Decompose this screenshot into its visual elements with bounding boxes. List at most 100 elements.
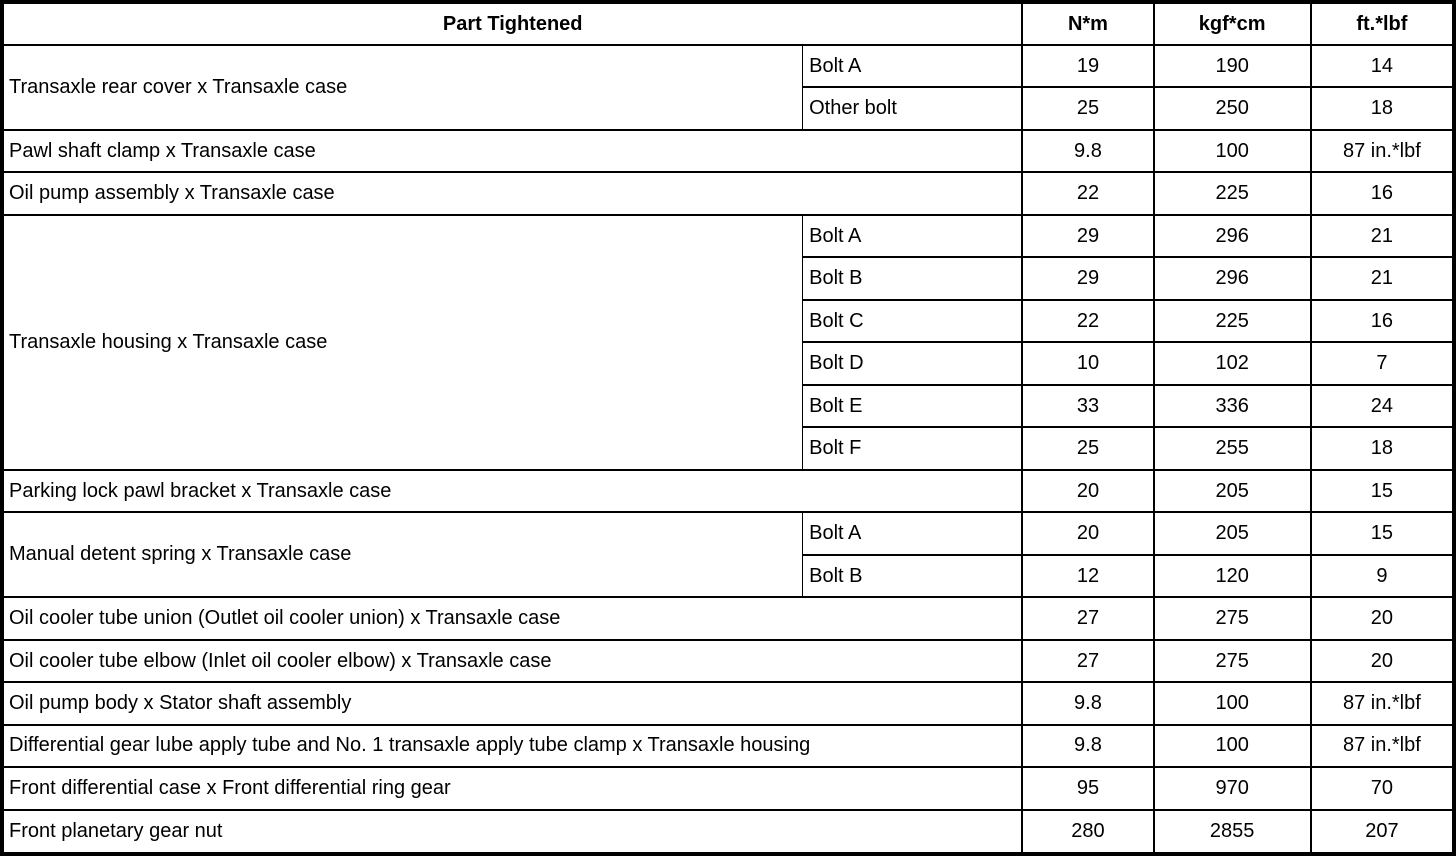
table-row: Bolt F 25 255 18 <box>2 426 1456 471</box>
torque-kgfcm-cell: 100 <box>1152 723 1312 769</box>
torque-nm-cell: 12 <box>1021 553 1155 599</box>
torque-ftlbf-cell: 15 <box>1309 468 1456 514</box>
torque-ftlbf-cell: 18 <box>1309 86 1456 131</box>
torque-kgfcm-cell: 102 <box>1152 341 1312 386</box>
sub-part-cell: Bolt C <box>802 298 1024 344</box>
torque-nm-cell: 9.8 <box>1021 128 1155 174</box>
torque-nm-cell: 280 <box>1021 808 1155 856</box>
table-row: Oil cooler tube union (Outlet oil cooler… <box>0 596 1456 641</box>
torque-ftlbf-cell: 24 <box>1309 383 1456 429</box>
torque-ftlbf-cell: 70 <box>1309 766 1456 811</box>
torque-kgfcm-cell: 250 <box>1152 86 1312 131</box>
part-cell: Front planetary gear nut <box>0 808 1024 856</box>
torque-nm-cell: 25 <box>1021 426 1155 471</box>
column-header-kgfcm: kgf*cm <box>1152 1 1312 46</box>
part-cell: Oil cooler tube elbow (Inlet oil cooler … <box>0 638 1024 684</box>
part-cell: Differential gear lube apply tube and No… <box>0 723 1024 769</box>
torque-nm-cell: 20 <box>1021 468 1155 514</box>
torque-kgfcm-cell: 2855 <box>1152 808 1312 856</box>
torque-nm-cell: 95 <box>1021 766 1155 811</box>
torque-nm-cell: 27 <box>1021 638 1155 684</box>
torque-ftlbf-cell: 16 <box>1309 171 1456 216</box>
table-row: Manual detent spring x Transaxle case Bo… <box>1 511 1456 599</box>
torque-ftlbf-cell: 87 in.*lbf <box>1309 128 1456 174</box>
torque-ftlbf-cell: 21 <box>1309 256 1456 301</box>
sub-part-cell: Bolt A <box>802 511 1024 556</box>
table-row: Oil pump body x Stator shaft assembly 9.… <box>0 681 1456 726</box>
torque-kgfcm-cell: 205 <box>1152 468 1312 514</box>
torque-nm-cell: 9.8 <box>1021 723 1155 769</box>
sub-part-cell: Bolt B <box>802 256 1024 301</box>
torque-nm-cell: 25 <box>1021 86 1155 131</box>
sub-part-cell: Bolt E <box>802 383 1024 429</box>
table-row: Pawl shaft clamp x Transaxle case 9.8 10… <box>0 128 1456 174</box>
torque-kgfcm-cell: 255 <box>1152 426 1312 471</box>
torque-ftlbf-cell: 9 <box>1309 553 1456 599</box>
torque-nm-cell: 9.8 <box>1021 681 1155 726</box>
torque-kgfcm-cell: 225 <box>1152 298 1312 344</box>
torque-kgfcm-cell: 275 <box>1152 638 1312 684</box>
table-row: Bolt B 12 120 9 <box>2 553 1456 599</box>
table-row: Differential gear lube apply tube and No… <box>0 723 1456 769</box>
torque-nm-cell: 33 <box>1021 383 1155 429</box>
part-cell: Manual detent spring x Transaxle case <box>1 511 804 599</box>
part-cell: Pawl shaft clamp x Transaxle case <box>0 128 1024 174</box>
torque-kgfcm-cell: 190 <box>1152 43 1312 89</box>
torque-nm-cell: 10 <box>1021 341 1155 386</box>
column-header-part-tightened: Part Tightened <box>0 1 1024 46</box>
column-header-ftlbf: ft.*lbf <box>1309 1 1456 46</box>
part-cell: Front differential case x Front differen… <box>0 766 1024 811</box>
torque-kgfcm-cell: 970 <box>1152 766 1312 811</box>
table-row: Front differential case x Front differen… <box>0 766 1456 811</box>
torque-kgfcm-cell: 205 <box>1152 511 1312 556</box>
torque-nm-cell: 29 <box>1021 213 1155 259</box>
torque-ftlbf-cell: 20 <box>1309 596 1456 641</box>
table-row: Transaxle rear cover x Transaxle case Bo… <box>1 43 1456 131</box>
sub-part-cell: Bolt D <box>802 341 1024 386</box>
sub-part-cell: Bolt A <box>802 213 1024 259</box>
sub-part-cell: Bolt F <box>802 426 1024 471</box>
table-row: Transaxle housing x Transaxle case Bolt … <box>1 213 1456 471</box>
part-cell: Oil cooler tube union (Outlet oil cooler… <box>0 596 1024 641</box>
torque-nm-cell: 27 <box>1021 596 1155 641</box>
table-row: Oil pump assembly x Transaxle case 22 22… <box>0 171 1456 216</box>
torque-nm-cell: 29 <box>1021 256 1155 301</box>
torque-kgfcm-cell: 225 <box>1152 171 1312 216</box>
table-row: Other bolt 25 250 18 <box>2 86 1456 131</box>
torque-kgfcm-cell: 296 <box>1152 213 1312 259</box>
torque-kgfcm-cell: 100 <box>1152 128 1312 174</box>
sub-part-cell: Bolt B <box>802 553 1024 599</box>
torque-kgfcm-cell: 336 <box>1152 383 1312 429</box>
torque-kgfcm-cell: 120 <box>1152 553 1312 599</box>
table-row: Bolt D 10 102 7 <box>2 341 1456 386</box>
torque-ftlbf-cell: 21 <box>1309 213 1456 259</box>
torque-ftlbf-cell: 18 <box>1309 426 1456 471</box>
torque-nm-cell: 19 <box>1021 43 1155 89</box>
torque-kgfcm-cell: 100 <box>1152 681 1312 726</box>
table-row: Bolt C 22 225 16 <box>2 298 1456 344</box>
part-cell: Oil pump body x Stator shaft assembly <box>0 681 1024 726</box>
torque-ftlbf-cell: 87 in.*lbf <box>1309 681 1456 726</box>
table-row: Bolt B 29 296 21 <box>2 256 1456 301</box>
part-cell: Transaxle rear cover x Transaxle case <box>1 44 804 131</box>
torque-ftlbf-cell: 15 <box>1309 511 1456 556</box>
torque-kgfcm-cell: 275 <box>1152 596 1312 641</box>
column-header-nm: N*m <box>1021 1 1155 46</box>
torque-ftlbf-cell: 16 <box>1309 298 1456 344</box>
part-cell: Parking lock pawl bracket x Transaxle ca… <box>0 468 1024 514</box>
table-row: Parking lock pawl bracket x Transaxle ca… <box>0 468 1456 514</box>
torque-nm-cell: 22 <box>1021 171 1155 216</box>
torque-ftlbf-cell: 207 <box>1309 808 1456 856</box>
table-row: Front planetary gear nut 280 2855 207 <box>0 808 1456 856</box>
table-row: Oil cooler tube elbow (Inlet oil cooler … <box>0 638 1456 684</box>
part-cell: Oil pump assembly x Transaxle case <box>0 171 1024 216</box>
torque-kgfcm-cell: 296 <box>1152 256 1312 301</box>
sub-part-cell: Bolt A <box>802 43 1024 89</box>
sub-part-cell: Other bolt <box>802 86 1024 131</box>
torque-ftlbf-cell: 14 <box>1309 43 1456 89</box>
torque-ftlbf-cell: 87 in.*lbf <box>1309 723 1456 769</box>
torque-ftlbf-cell: 7 <box>1309 341 1456 386</box>
table-row: Bolt E 33 336 24 <box>2 383 1456 429</box>
torque-ftlbf-cell: 20 <box>1309 638 1456 684</box>
